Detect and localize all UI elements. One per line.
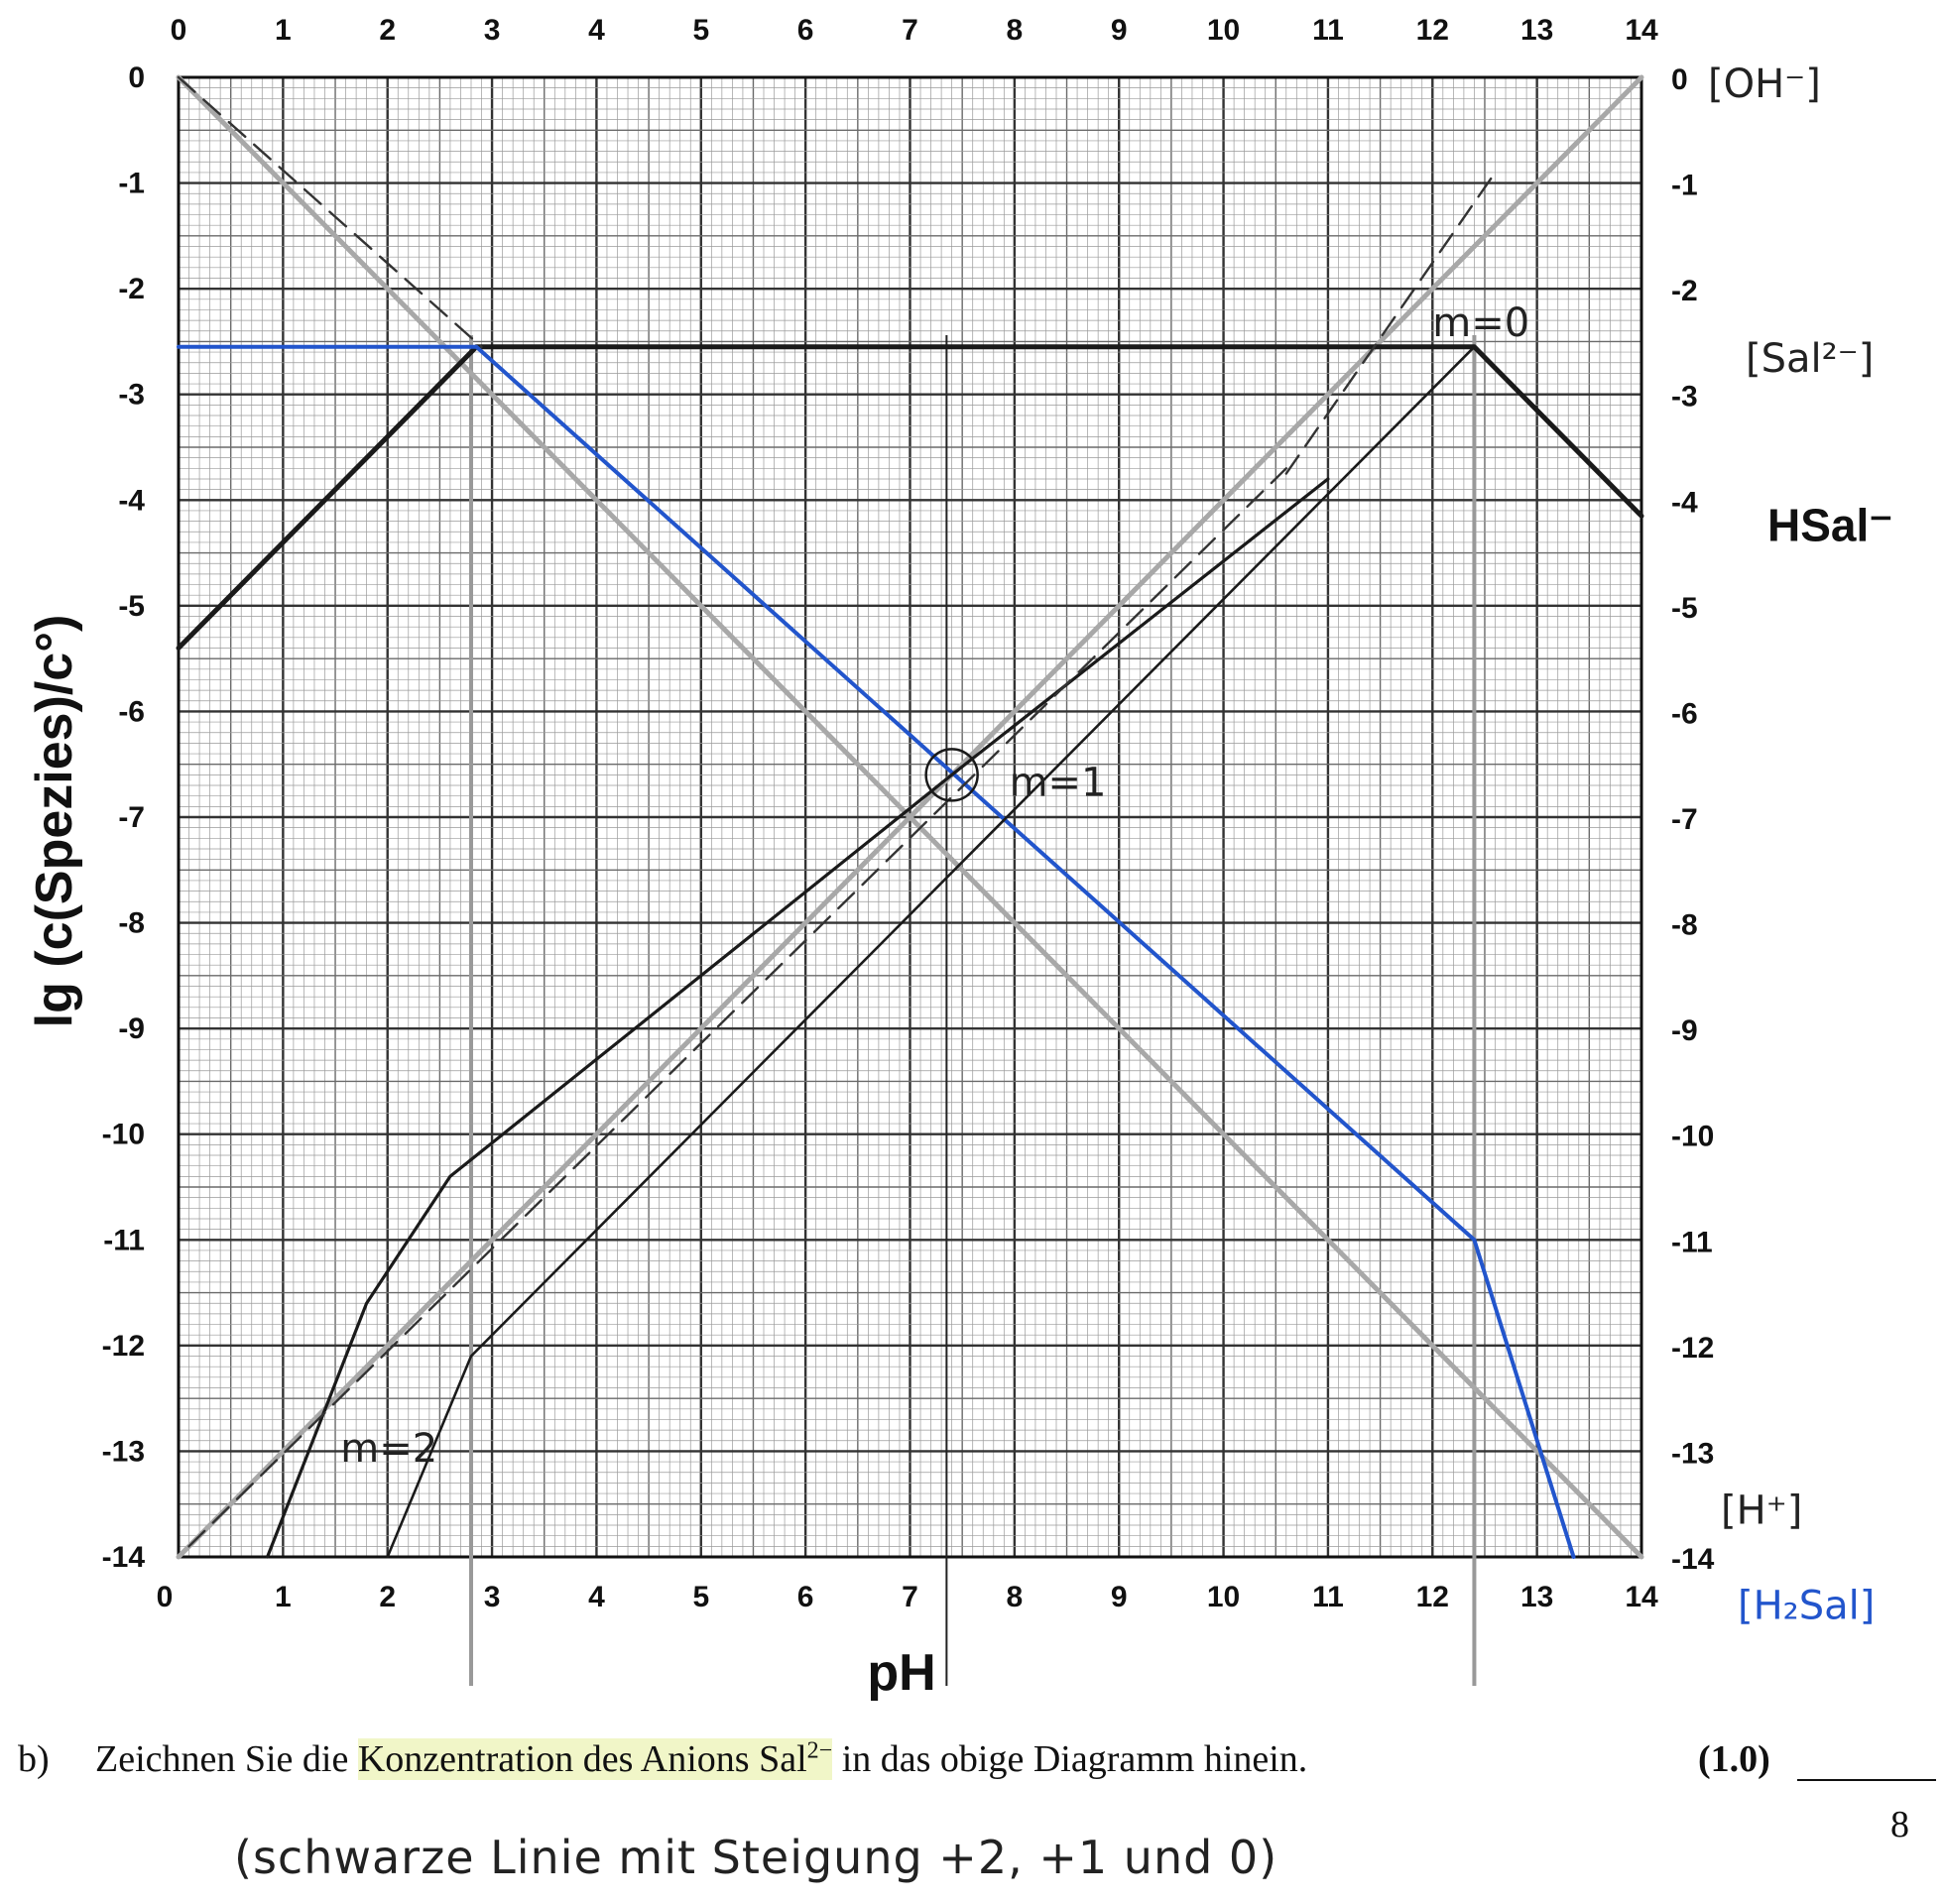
x-tick-label-top: 14	[1625, 14, 1658, 47]
y-tick-label-right: -14	[1671, 1543, 1715, 1576]
species-label: [OH⁻]	[1708, 61, 1821, 107]
species-label: [Sal²⁻]	[1746, 336, 1874, 382]
y-tick-label: -11	[103, 1224, 145, 1256]
x-tick-label: 10	[1207, 1581, 1240, 1613]
x-tick-label: 8	[1007, 1581, 1024, 1613]
x-tick-label: 6	[797, 1581, 814, 1613]
series-line-1	[176, 74, 1644, 1560]
y-tick-label-right: -12	[1671, 1332, 1714, 1365]
x-tick-label-top: 6	[797, 14, 814, 47]
x-tick-label-top: 5	[692, 14, 709, 47]
x-tick-label-top: 1	[275, 14, 292, 47]
x-tick-label: 14	[1625, 1581, 1658, 1613]
y-tick-label: -9	[118, 1012, 145, 1045]
y-tick-label-right: -6	[1671, 697, 1698, 730]
series-line-7	[177, 75, 483, 348]
y-tick-label-right: -1	[1671, 170, 1698, 202]
series-line-5	[266, 477, 1330, 1559]
y-tick-label-right: -5	[1671, 592, 1698, 625]
y-tick-label: -6	[118, 695, 145, 728]
series-line-3	[177, 344, 1576, 1559]
x-tick-label: 2	[379, 1581, 396, 1613]
x-tick-label-top: 7	[902, 14, 918, 47]
y-tick-label: -5	[118, 590, 145, 623]
task-text-highlight: Konzentration des Anions Sal2−	[357, 1737, 833, 1780]
chart-annotations: m=0 m=1 m=2 [OH⁻] [Sal²⁻] HSal⁻ [H⁺] [H₂Sal]	[340, 61, 1892, 1629]
task-text-sup: 2−	[806, 1737, 833, 1764]
series-line-2	[176, 344, 1644, 651]
y-tick-label-right: -3	[1671, 381, 1698, 414]
y-tick-label-right: -11	[1671, 1226, 1713, 1258]
slope-annotation: m=1	[1010, 761, 1107, 806]
x-tick-label-top: 0	[171, 14, 187, 47]
y-tick-label-right: -7	[1671, 803, 1698, 836]
task-text-highlight-main: Konzentration des Anions Sal	[357, 1738, 807, 1780]
y-tick-label-right: -10	[1671, 1121, 1714, 1153]
x-tick-label-top: 12	[1416, 14, 1449, 47]
plot-frame	[177, 75, 1643, 1559]
y-tick-label-right: -13	[1671, 1437, 1714, 1470]
x-tick-label: 12	[1416, 1581, 1449, 1613]
slope-annotation: m=2	[340, 1426, 437, 1472]
x-tick-label-top: 10	[1207, 14, 1240, 47]
x-tick-label-top: 3	[484, 14, 501, 47]
x-tick-label: 4	[588, 1581, 605, 1613]
series-line-8	[1284, 171, 1497, 475]
y-tick-label: -3	[118, 379, 145, 412]
y-tick-label: -7	[118, 801, 145, 834]
y-tick-label: -8	[118, 907, 145, 940]
x-tick-label: 9	[1111, 1581, 1128, 1613]
page-number: 8	[1890, 1804, 1909, 1845]
x-tick-label: 1	[275, 1581, 292, 1613]
y-tick-label: -1	[118, 168, 145, 200]
x-axis-label: pH	[867, 1644, 935, 1702]
species-label: [H₂Sal]	[1738, 1584, 1875, 1629]
score-blank[interactable]	[1797, 1779, 1936, 1781]
x-tick-label: 7	[902, 1581, 918, 1613]
task-b: b) Zeichnen Sie die Konzentration des An…	[18, 1737, 1936, 1797]
species-label: [H⁺]	[1721, 1488, 1802, 1534]
y-tick-label-right: 0	[1671, 63, 1688, 96]
x-tick-label-top: 2	[379, 14, 396, 47]
task-points: (1.0)	[1698, 1738, 1770, 1780]
series-line-4	[386, 345, 1476, 1559]
y-tick-label-right: -9	[1671, 1014, 1698, 1047]
chart-ticks: 0011223344556677889910101111121213131414…	[102, 14, 1715, 1613]
intersection-circle	[924, 748, 979, 802]
chart-grid	[177, 75, 1643, 1559]
species-label: HSal⁻	[1767, 500, 1893, 551]
x-tick-label: 11	[1312, 1581, 1344, 1613]
y-axis-label: lg (c(Spezies)/c°)	[26, 615, 83, 1028]
y-tick-label-right: -2	[1671, 275, 1698, 307]
x-tick-label: 3	[484, 1581, 501, 1613]
chart-guides	[469, 335, 1477, 1686]
x-tick-label-top: 9	[1111, 14, 1128, 47]
y-tick-label: 0	[128, 61, 145, 94]
y-tick-label: -13	[102, 1435, 145, 1468]
x-tick-label-top: 8	[1007, 14, 1024, 47]
chart: 0011223344556677889910101111121213131414…	[26, 14, 1893, 1702]
x-tick-label: 0	[157, 1581, 174, 1613]
task-text: Zeichnen Sie die Konzentration des Anion…	[95, 1737, 1307, 1781]
y-tick-label: -12	[102, 1330, 145, 1363]
handwritten-answer: (schwarze Linie mit Steigung +2, +1 und …	[234, 1831, 1278, 1884]
y-tick-label: -4	[118, 484, 145, 517]
x-tick-label-top: 13	[1520, 14, 1553, 47]
chart-series	[176, 74, 1644, 1560]
series-line-6	[187, 467, 1288, 1548]
x-tick-label: 5	[692, 1581, 709, 1613]
x-tick-label-top: 11	[1312, 14, 1344, 47]
y-tick-label-right: -8	[1671, 909, 1698, 942]
slope-annotation: m=0	[1432, 300, 1529, 346]
y-tick-label-right: -4	[1671, 486, 1698, 519]
task-letter: b)	[18, 1738, 50, 1780]
x-tick-label: 13	[1520, 1581, 1553, 1613]
x-tick-label-top: 4	[588, 14, 605, 47]
y-tick-label: -10	[102, 1119, 145, 1151]
y-tick-label: -2	[118, 273, 145, 305]
task-text-after: in das obige Diagramm hinein.	[832, 1738, 1308, 1780]
y-tick-label: -14	[102, 1541, 146, 1574]
task-text-before: Zeichnen Sie die	[95, 1738, 358, 1780]
